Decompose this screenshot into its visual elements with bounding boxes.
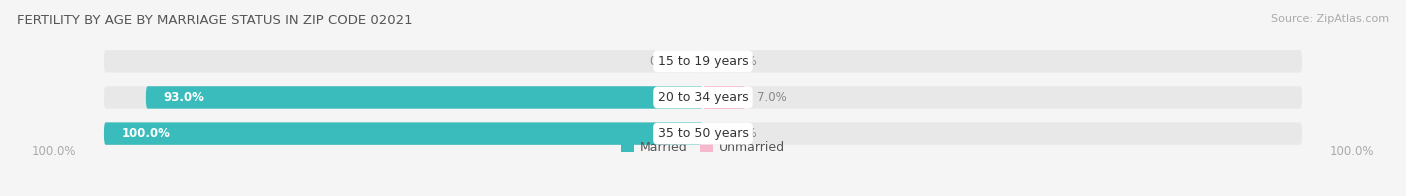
Legend: Married, Unmarried: Married, Unmarried	[616, 136, 790, 160]
Text: 100.0%: 100.0%	[32, 145, 76, 158]
FancyBboxPatch shape	[104, 122, 703, 145]
Text: 35 to 50 years: 35 to 50 years	[658, 127, 748, 140]
FancyBboxPatch shape	[146, 86, 703, 109]
Text: 15 to 19 years: 15 to 19 years	[658, 55, 748, 68]
Text: 100.0%: 100.0%	[1330, 145, 1374, 158]
Text: 20 to 34 years: 20 to 34 years	[658, 91, 748, 104]
Text: 0.0%: 0.0%	[727, 55, 756, 68]
Text: 7.0%: 7.0%	[756, 91, 787, 104]
Text: 93.0%: 93.0%	[165, 91, 205, 104]
FancyBboxPatch shape	[104, 86, 703, 109]
Text: FERTILITY BY AGE BY MARRIAGE STATUS IN ZIP CODE 02021: FERTILITY BY AGE BY MARRIAGE STATUS IN Z…	[17, 14, 412, 27]
FancyBboxPatch shape	[703, 86, 745, 109]
FancyBboxPatch shape	[703, 86, 1302, 109]
Text: 0.0%: 0.0%	[650, 55, 679, 68]
Text: 0.0%: 0.0%	[727, 127, 756, 140]
FancyBboxPatch shape	[703, 50, 1302, 73]
FancyBboxPatch shape	[104, 122, 703, 145]
Text: Source: ZipAtlas.com: Source: ZipAtlas.com	[1271, 14, 1389, 24]
FancyBboxPatch shape	[104, 50, 703, 73]
FancyBboxPatch shape	[703, 122, 1302, 145]
Text: 100.0%: 100.0%	[122, 127, 170, 140]
